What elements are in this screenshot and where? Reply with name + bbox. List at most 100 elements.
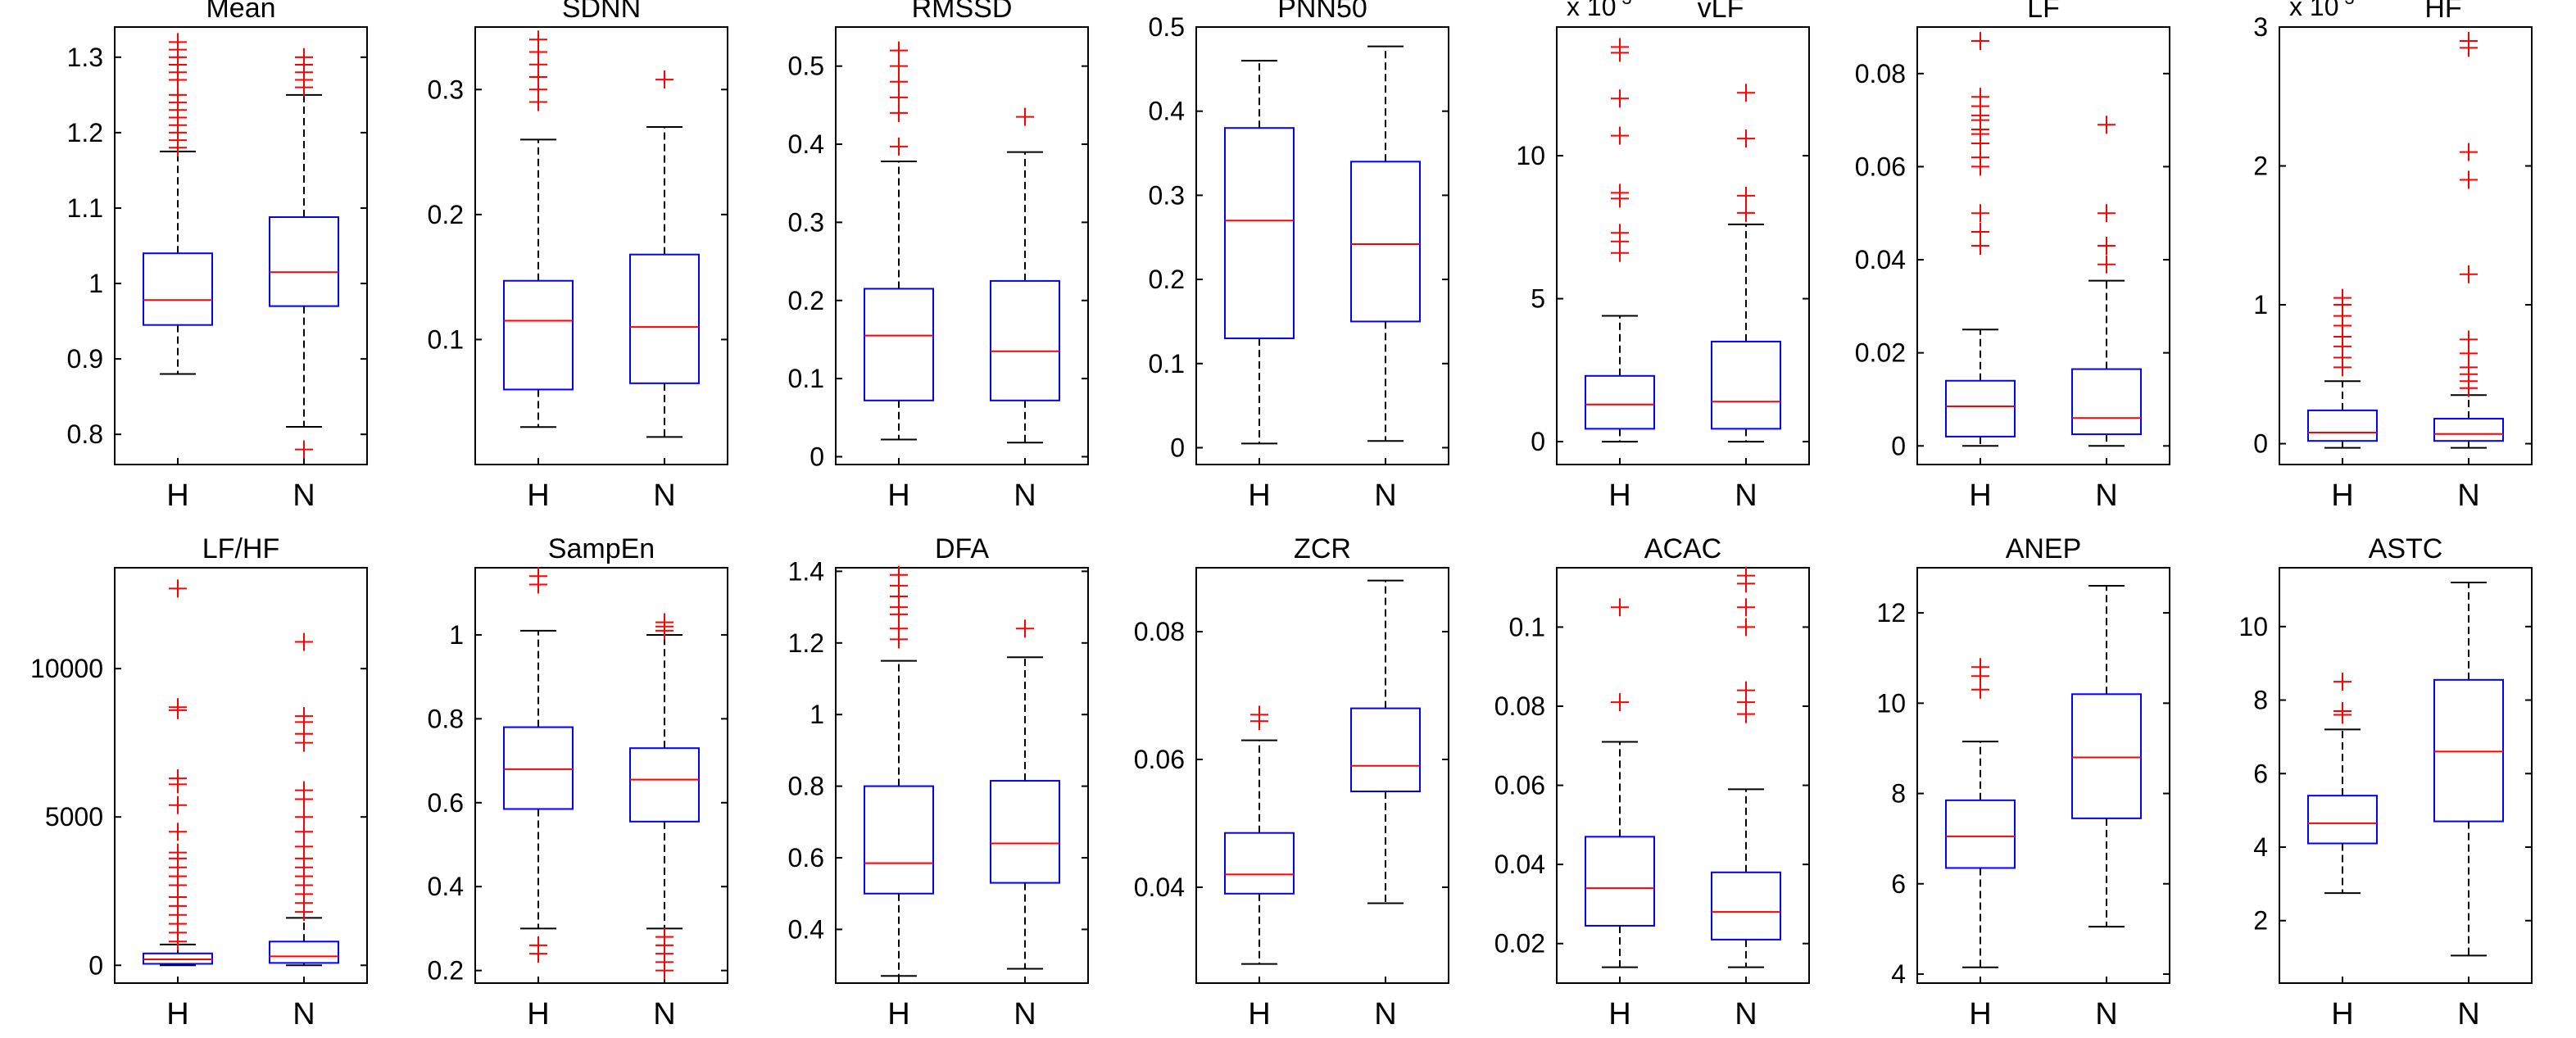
interquartile-box [1945,799,2016,869]
x-category-label: N [1374,478,1396,513]
x-category-label: H [2331,997,2353,1031]
interquartile-box [2433,418,2504,442]
y-tick-label: 10 [2238,612,2268,641]
interquartile-box [1585,836,1655,927]
y-tick-label: 8 [1891,779,1906,809]
y-tick-label: 3 [2253,12,2268,42]
interquartile-box [990,780,1060,884]
outlier-marker [890,88,908,107]
outlier-marker [1611,89,1629,108]
box-h [143,33,213,375]
outlier-marker [2333,701,2352,720]
outlier-marker [1016,619,1034,638]
box-n [269,48,339,459]
y-tick-label: 4 [2253,832,2268,862]
y-tick-label: 0.4 [788,914,824,944]
y-tick-label: 2 [2253,906,2268,936]
box-n [990,107,1060,444]
box-n [1350,579,1421,904]
outlier-marker [1737,84,1755,102]
panel-title: Mean [206,0,275,24]
panel-anep: 4 6 8 10 12 H N ANEP [1876,533,2170,1031]
outlier-marker [1611,184,1629,202]
panel-title: vLF [1698,0,1744,24]
plot-frame [835,567,1089,984]
outlier-marker [2460,265,2478,283]
x-category-label: N [2457,478,2479,513]
box-h [2307,288,2378,449]
outlier-marker [1971,222,1989,241]
plot-frame [835,26,1089,465]
x-category-label: N [1735,997,1757,1031]
box-n [629,70,700,438]
y-tick-label: 0.8 [428,704,464,733]
x-category-label: N [2457,997,2479,1031]
y-tick-label: 0.1 [428,324,464,354]
interquartile-box [1224,832,1295,895]
y-tick-label: 0 [88,950,103,980]
outlier-marker [890,72,908,91]
interquartile-box [503,279,574,391]
interquartile-box [2307,409,2378,442]
outlier-marker [1611,224,1629,243]
outlier-marker [295,48,313,66]
outlier-marker [890,57,908,75]
y-tick-label: 0.3 [1149,180,1185,210]
box-n [2071,585,2142,928]
box-n [629,613,700,980]
interquartile-box [1224,127,1295,339]
plot-frame [1556,567,1810,984]
outlier-marker [295,808,313,827]
y-tick-label: 5 [1531,284,1545,314]
panel-pnn50: 0 0.1 0.2 0.3 0.4 0.5 H N PNN50 [1149,0,1449,513]
outlier-marker [169,85,187,104]
interquartile-box [864,288,934,401]
box-h [503,567,574,963]
outlier-marker [1737,186,1755,205]
outlier-marker [2460,330,2478,349]
y-tick-label: 1.2 [788,628,824,658]
y-tick-label: 0.08 [1855,59,1906,88]
outlier-marker [1971,204,1989,223]
x-category-label: H [1248,478,1270,513]
outlier-marker [1971,88,1989,107]
plot-frame [114,26,368,465]
panel-title: PNN50 [1277,0,1367,24]
outlier-marker [2333,673,2352,691]
y-tick-label: 0.3 [428,75,464,104]
panel-lf-hf: 0 5000 10000 H N LF/HF [30,533,368,1031]
outlier-marker [655,927,673,946]
outlier-marker [295,632,313,651]
panel-hf: 0 1 2 3 H Nx 10-3 HF [2253,0,2533,513]
plot-frame [1195,567,1449,984]
y-tick-label: 0.5 [788,52,824,81]
y-tick-label: 6 [2253,759,2268,788]
outlier-marker [2098,237,2116,255]
outlier-marker [295,781,313,800]
y-tick-label: 0 [2253,429,2268,459]
box-h [864,565,934,977]
axis-multiplier-exponent: -3 [1616,0,1632,8]
box-n [1350,45,1421,442]
box-n [2071,116,2142,447]
y-tick-label: 0.2 [1149,265,1185,294]
x-category-label: H [1248,997,1270,1031]
outlier-marker [1611,693,1629,712]
plot-frame [1195,26,1449,465]
y-tick-label: 0.6 [788,843,824,873]
panel-sdnn: 0.1 0.2 0.3 H N SDNN [428,0,728,513]
box-h [1224,705,1295,965]
x-category-label: H [887,997,909,1031]
outlier-marker [169,795,187,814]
panel-sampen: 0.2 0.4 0.6 0.8 1 H N SampEn [428,533,728,1031]
outlier-marker [1737,129,1755,148]
box-n [990,619,1060,970]
y-tick-label: 0 [1891,431,1906,460]
outlier-marker [1737,681,1755,700]
outlier-marker [1737,566,1755,585]
panel-title: ACAC [1644,533,1721,564]
outlier-marker [1016,107,1034,126]
interquartile-box [1350,161,1421,323]
outlier-marker [1737,618,1755,637]
y-tick-label: 5000 [45,802,103,832]
